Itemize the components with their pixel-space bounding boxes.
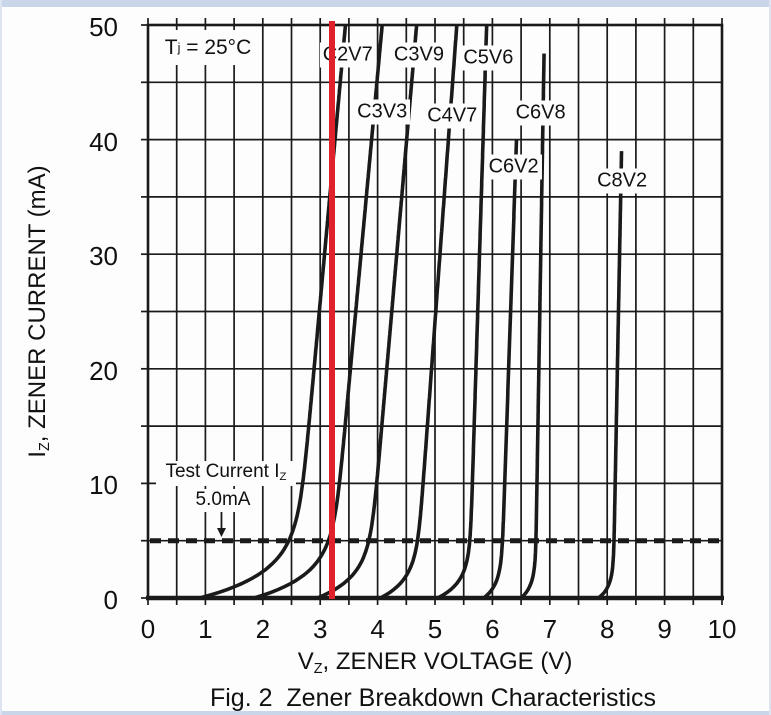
page-frame-top <box>0 0 771 7</box>
x-tick-label: 8 <box>599 614 615 644</box>
x-tick-label: 9 <box>657 614 672 644</box>
page-frame-left <box>0 0 2 715</box>
y-tick-label: 50 <box>89 12 118 42</box>
page-frame-bottom <box>0 711 771 715</box>
x-tick-label: 6 <box>485 614 500 644</box>
x-tick-label: 0 <box>140 614 156 644</box>
x-tick-label: 5 <box>427 614 443 644</box>
x-title-post: , ZENER VOLTAGE (V) <box>322 648 573 675</box>
tj-sub: j <box>177 40 181 55</box>
curve-label-c3v3: C3V3 <box>354 99 411 125</box>
y-tick-label: 10 <box>89 470 118 501</box>
curve-label-c5v6: C5V6 <box>460 45 517 71</box>
tj-pre: T <box>164 35 178 59</box>
y-axis-title: IZ, ZENER CURRENT (mA) <box>24 25 53 598</box>
x-tick-label: 4 <box>370 614 385 644</box>
x-title-sub: Z <box>313 661 323 678</box>
test-current-sub: Z <box>279 471 287 484</box>
curve-label-c6v8: C6V8 <box>512 100 569 126</box>
y-title-pre: I <box>24 451 51 458</box>
y-tick-label: 30 <box>89 241 118 272</box>
figure-caption: Fig. 2 Zener Breakdown Characteristics <box>209 684 656 712</box>
y-title-sub: Z <box>37 442 54 452</box>
curve-label-c3v9: C3V9 <box>390 42 447 68</box>
test-current-value: 5.0mA <box>188 489 258 512</box>
x-tick-label: 7 <box>542 614 558 644</box>
x-tick-label: 1 <box>198 614 213 644</box>
y-tick-label: 20 <box>89 355 118 386</box>
x-tick-label: 3 <box>312 614 328 644</box>
curve-label-c8v2: C8V2 <box>594 168 651 194</box>
red-marker-line <box>328 21 335 599</box>
x-tick-label: 2 <box>255 614 271 644</box>
y-tick-label: 40 <box>89 126 118 157</box>
x-axis-title: VZ, ZENER VOLTAGE (V) <box>148 648 722 677</box>
test-current-text: Test Current I <box>165 461 280 482</box>
curve-label-c4v7: C4V7 <box>424 103 481 129</box>
x-tick-label: 10 <box>707 614 737 644</box>
y-tick-label: 0 <box>103 585 118 615</box>
x-title-pre: V <box>297 648 314 675</box>
y-title-post: , ZENER CURRENT (mA) <box>24 165 51 443</box>
tj-post: = 25°C <box>180 35 252 59</box>
test-current-label: Test Current IZ <box>156 461 296 486</box>
curve-label-c6v2: C6V2 <box>485 154 542 180</box>
page-frame-right <box>769 0 771 715</box>
